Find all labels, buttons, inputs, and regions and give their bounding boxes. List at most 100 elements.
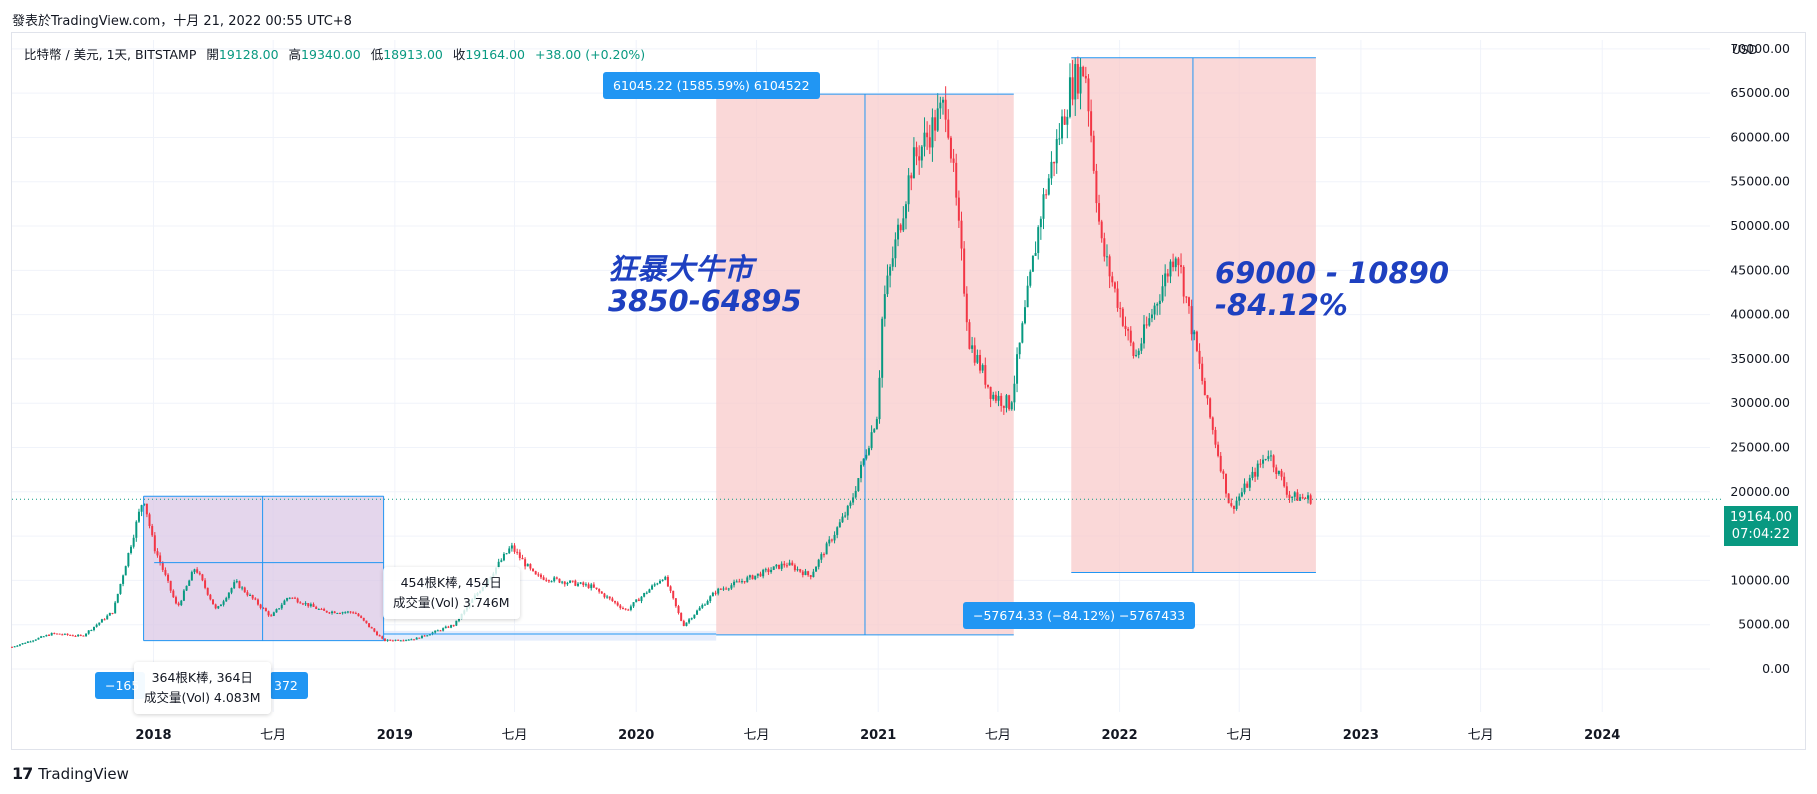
candle-body xyxy=(331,611,334,614)
candle-body xyxy=(894,239,897,259)
x-tick-label: 七月 xyxy=(260,728,286,743)
candle-body xyxy=(45,634,48,637)
candle-body xyxy=(130,546,133,553)
candle-body xyxy=(370,627,373,629)
x-tick-label: 2018 xyxy=(135,728,171,743)
candle-body xyxy=(1280,470,1283,477)
candle-body xyxy=(1029,271,1032,286)
candle-body xyxy=(153,535,156,552)
candle-body xyxy=(497,561,500,568)
bull-market-annotation[interactable]: 狂暴大牛市 3850-64895 xyxy=(608,253,802,317)
candle-body xyxy=(1214,429,1217,445)
candle-body xyxy=(740,581,743,583)
candle-body xyxy=(259,604,262,608)
candle-body xyxy=(182,590,185,601)
candle-body xyxy=(423,635,426,637)
tradingview-logo[interactable]: 17 TradingView xyxy=(12,764,129,783)
candle-body xyxy=(1264,458,1267,460)
candle-body xyxy=(140,505,143,512)
candle-body xyxy=(910,175,913,179)
y-tick-label: 40000.00 xyxy=(1730,307,1790,322)
candle-body xyxy=(955,162,958,198)
candle-body xyxy=(904,204,907,219)
candle-body xyxy=(167,574,170,581)
candle-body xyxy=(619,605,622,608)
x-tick-label: 2022 xyxy=(1101,728,1137,743)
candle-body xyxy=(249,594,252,596)
candle-body xyxy=(127,552,130,567)
candle-body xyxy=(513,545,516,552)
candle-body xyxy=(994,394,997,401)
candle-body xyxy=(1248,477,1251,488)
candle-body xyxy=(132,537,135,547)
candle-body xyxy=(767,569,770,573)
bear-measure-label[interactable]: −57674.33 (−84.12%) −5767433 xyxy=(963,602,1196,629)
candle-body xyxy=(682,620,685,626)
candle-body xyxy=(518,552,521,558)
candle-body xyxy=(413,639,416,641)
candle-body xyxy=(1293,492,1296,497)
candle-body xyxy=(219,604,222,607)
bear-range-box xyxy=(1071,57,1316,573)
y-tick-label: 55000.00 xyxy=(1730,174,1790,189)
candle-body xyxy=(233,582,236,589)
candle-body xyxy=(180,600,183,606)
candle-body xyxy=(307,603,310,607)
candle-body xyxy=(1119,307,1122,309)
candle-body xyxy=(399,640,402,642)
candle-body xyxy=(346,611,349,613)
candle-body xyxy=(1058,138,1061,140)
candle-body xyxy=(280,604,283,609)
candle-body xyxy=(569,580,572,583)
candle-body xyxy=(151,525,154,536)
candle-body xyxy=(1087,78,1090,112)
candle-body xyxy=(883,294,886,319)
candle-body xyxy=(434,630,437,633)
candle-body xyxy=(579,582,582,584)
candle-body xyxy=(873,429,876,433)
candle-body xyxy=(1127,328,1130,331)
candle-body xyxy=(648,589,651,593)
candle-body xyxy=(875,419,878,430)
candle-body xyxy=(1238,496,1241,501)
candle-body xyxy=(98,622,101,625)
candle-body xyxy=(669,586,672,591)
candle-body xyxy=(1105,256,1108,258)
candle-body xyxy=(685,622,688,626)
candle-body xyxy=(756,573,759,576)
candle-body xyxy=(949,137,952,159)
candle-body xyxy=(664,576,667,580)
candle-body xyxy=(201,574,204,581)
candle-body xyxy=(862,458,865,465)
bear-market-annotation[interactable]: 69000 - 10890 -84.12% xyxy=(1215,257,1449,321)
candle-body xyxy=(77,634,80,637)
candle-body xyxy=(598,589,601,592)
candle-body xyxy=(1187,297,1190,307)
candle-body xyxy=(262,607,265,609)
candle-body xyxy=(1137,350,1140,355)
candle-body xyxy=(651,585,654,590)
bull-measure-label[interactable]: 61045.22 (1585.59%) 6104522 xyxy=(603,72,820,99)
candle-body xyxy=(632,602,635,607)
candle-body xyxy=(37,637,40,640)
candle-body xyxy=(1267,456,1270,459)
candle-body xyxy=(410,639,413,641)
candle-body xyxy=(785,565,788,567)
candle-body xyxy=(563,581,566,585)
open-label: 開 xyxy=(206,47,219,62)
candle-body xyxy=(61,634,64,636)
candle-body xyxy=(1095,170,1098,204)
low-label: 低 xyxy=(370,47,384,62)
candle-body xyxy=(1061,116,1064,139)
bear2018-measure-label-right[interactable]: 372 xyxy=(270,672,308,699)
candle-body xyxy=(278,608,281,610)
candle-body xyxy=(754,575,757,580)
candle-body xyxy=(1269,455,1272,457)
candle-body xyxy=(251,594,254,599)
y-tick-label: 70000.00 xyxy=(1730,41,1790,56)
candle-body xyxy=(1135,354,1138,356)
candle-body xyxy=(799,569,802,572)
candle-body xyxy=(986,384,989,387)
candle-body xyxy=(95,624,98,627)
